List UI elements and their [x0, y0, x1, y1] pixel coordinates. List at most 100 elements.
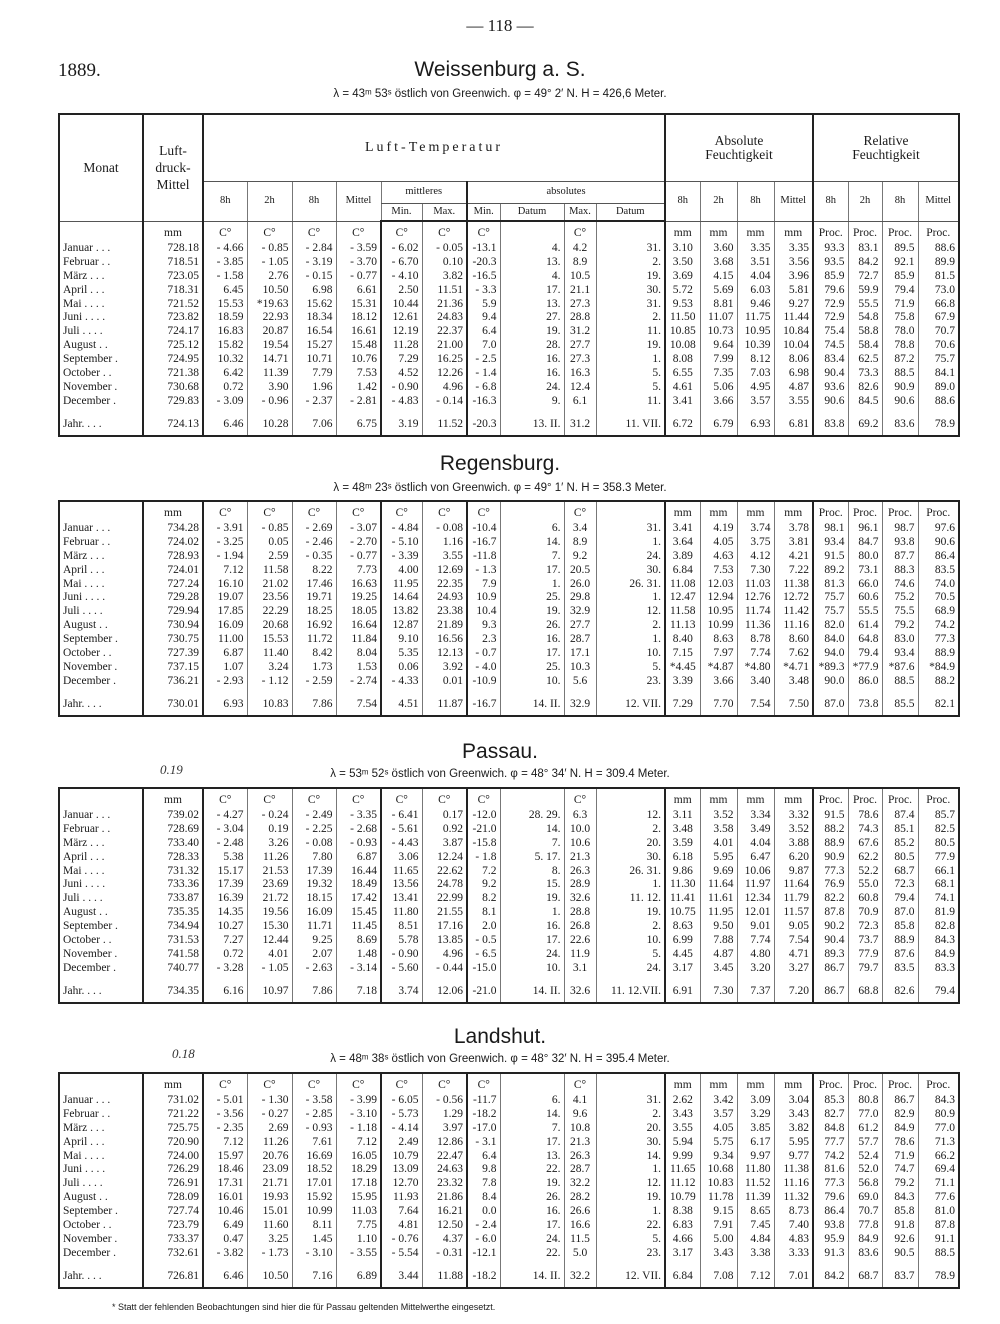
month-label: Juli . . . .: [58, 325, 143, 340]
month-label: Januar . . .: [58, 521, 143, 536]
cell-value: 15.17: [202, 864, 247, 879]
cell-value: 11.16: [773, 619, 813, 634]
cell-value: 3.41: [664, 521, 700, 536]
cell-value: 91.3: [812, 1246, 848, 1261]
cell-value: - 1.05: [246, 961, 292, 976]
cell-value: 11.32: [773, 1191, 813, 1206]
cell-value: 721.22: [142, 1107, 203, 1122]
table-row: November . 737.15 1.07 3.24 1.73 1.53 0.06 3.92…: [58, 660, 959, 675]
cell-value: 12.87: [380, 619, 422, 634]
unit-label: C°: [202, 221, 247, 242]
handwritten-mark: 0.18: [172, 1046, 195, 1061]
cell-value: 12.03: [699, 577, 737, 592]
cell-value: 18.25: [291, 605, 336, 620]
cell-value: 31.: [595, 297, 665, 312]
column-absolutes-min: Min.: [466, 203, 500, 222]
unit-label: Proc.: [812, 221, 848, 242]
cell-value: 733.36: [142, 878, 203, 893]
cell-value: 23.: [595, 674, 665, 689]
cell-value: - 3.58: [291, 1093, 336, 1108]
cell-value: 7.73: [335, 563, 381, 578]
cell-value: 3.25: [246, 1232, 292, 1247]
cell-value: -18.2: [466, 1107, 500, 1122]
cell-value: 28. 29.: [499, 808, 564, 823]
month-label: März . . .: [58, 1121, 143, 1136]
cell-value: 79.4: [881, 283, 918, 298]
cell-value: 20.5: [563, 563, 596, 578]
cell-value: 3.55: [421, 549, 467, 564]
cell-value: 19.: [595, 269, 665, 284]
cell-value: 3.44: [380, 1260, 422, 1288]
cell-value: 88.2: [812, 822, 848, 837]
cell-value: 3.40: [736, 674, 774, 689]
cell-value: 17.42: [335, 892, 381, 907]
cell-value: 82.7: [812, 1107, 848, 1122]
cell-value: 7.54: [335, 688, 381, 716]
cell-value: 57.7: [847, 1135, 882, 1150]
cell-value: 90.6: [881, 394, 918, 409]
cell-value: 11.52: [421, 408, 467, 436]
cell-value: 83.6: [847, 1246, 882, 1261]
cell-value: 718.31: [142, 283, 203, 298]
units-blank: [58, 501, 143, 522]
cell-value: 80.9: [917, 1107, 959, 1122]
cell-value: 12. VII.: [595, 1260, 665, 1288]
cell-value: 5.38: [202, 850, 247, 865]
unit-label: C°: [246, 788, 292, 809]
cell-value: - 0.93: [291, 1121, 336, 1136]
cell-value: 87.7: [881, 549, 918, 564]
cell-value: 25.: [499, 660, 564, 675]
cell-value: 87.4: [881, 808, 918, 823]
cell-value: 85.9: [881, 269, 918, 284]
cell-value: 21.02: [246, 577, 292, 592]
cell-value: 22.62: [421, 864, 467, 879]
cell-value: 6.49: [202, 1219, 247, 1233]
cell-value: - 5.60: [380, 961, 422, 976]
cell-value: 7.12: [335, 1135, 381, 1150]
cell-value: 4.19: [699, 521, 737, 536]
cell-value: 81.9: [917, 906, 959, 921]
unit-label: C°: [291, 1073, 336, 1094]
cell-value: 1.: [595, 591, 665, 606]
table-row: Februar . . 724.02- 3.25 0.05- 2.46- 2.70-…: [58, 535, 959, 550]
column-rel-mittel: Mittel: [917, 181, 959, 222]
cell-value: 4.51: [380, 688, 422, 716]
cell-value: 3.88: [773, 836, 813, 851]
cell-value: - 0.93: [335, 836, 381, 851]
cell-value: 7.53: [699, 563, 737, 578]
cell-value: 14.64: [380, 591, 422, 606]
cell-value: 56.8: [847, 1177, 882, 1192]
cell-value: 66.8: [917, 297, 959, 312]
cell-value: 6.87: [335, 850, 381, 865]
cell-value: 9.77: [773, 1149, 813, 1164]
handwritten-mark: 0.19: [160, 762, 183, 777]
cell-value: 90.6: [917, 535, 959, 550]
unit-label: [595, 221, 665, 242]
cell-value: 69.0: [847, 1191, 882, 1206]
cell-value: 6.72: [664, 408, 700, 436]
cell-value: 3.57: [699, 1107, 737, 1122]
cell-value: 71.9: [881, 297, 918, 312]
cell-value: 7.99: [699, 353, 737, 368]
cell-value: 68.9: [917, 605, 959, 620]
cell-value: 4.52: [380, 367, 422, 381]
cell-value: 22.37: [421, 325, 467, 340]
cell-value: 725.12: [142, 339, 203, 354]
cell-value: 11.28: [380, 339, 422, 354]
cell-value: 0.0: [466, 1205, 500, 1220]
cell-value: 19.32: [291, 878, 336, 893]
cell-value: 21.72: [246, 892, 292, 907]
cell-value: 15.53: [202, 297, 247, 312]
cell-value: 725.75: [142, 1121, 203, 1136]
table-row: December . 736.21- 2.93- 1.12- 2.59- 2.74…: [58, 674, 959, 689]
table-row: September . 734.94 10.27 15.30 11.71 11.45 8.5…: [58, 920, 959, 935]
cell-value: 84.3: [917, 1093, 959, 1108]
cell-value: 10.84: [773, 325, 813, 340]
cell-value: 24.: [499, 1232, 564, 1247]
cell-value: 12.24: [421, 850, 467, 865]
cell-value: 9.64: [699, 339, 737, 354]
unit-label: C°: [291, 501, 336, 522]
cell-value: 3.24: [246, 660, 292, 675]
month-label: Juni . . . .: [58, 878, 143, 893]
cell-value: 58.4: [847, 339, 882, 354]
